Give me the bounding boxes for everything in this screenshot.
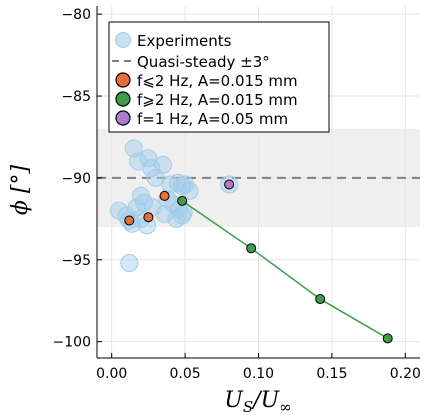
series-1-point <box>143 212 154 223</box>
experiment-point <box>173 206 192 225</box>
x-tick-label: 0.10 <box>243 366 274 382</box>
legend-marker-f-1hz <box>115 110 131 126</box>
legend-marker-experiments <box>115 32 131 48</box>
x-axis-label-sub2: ∞ <box>279 398 292 415</box>
legend-label-f-le-2hz: f⩽2 Hz, A=0.015 mm <box>137 72 298 90</box>
x-tick-label: 0.00 <box>96 366 127 382</box>
data-marks <box>110 139 393 344</box>
series-2-point <box>315 294 326 305</box>
legend-label-f-ge-2hz: f⩾2 Hz, A=0.015 mm <box>137 91 298 109</box>
x-axis-label-slash: /U <box>251 388 280 413</box>
legend-label-experiments: Experiments <box>137 32 232 50</box>
series-2-point <box>246 243 257 254</box>
x-axis-label-sub: S <box>243 398 253 415</box>
legend: Experiments Quasi-steady ±3° f⩽2 Hz, A=0… <box>108 21 330 133</box>
x-axis-label: US/U∞ <box>224 388 291 415</box>
x-tick-label: 0.15 <box>316 366 347 382</box>
series-2-point <box>177 195 188 206</box>
legend-box <box>108 21 330 133</box>
experiment-point <box>139 149 158 168</box>
x-axis-label-main: U <box>224 388 244 413</box>
y-axis-label: ϕ [°] <box>8 165 33 216</box>
legend-label-f-1hz: f=1 Hz, A=0.05 mm <box>137 110 288 128</box>
experiment-point <box>142 159 161 178</box>
experiment-point <box>167 209 186 228</box>
experiment-point <box>127 198 146 217</box>
series-2-point <box>382 333 393 344</box>
tick-labels: 0.00 0.05 0.10 0.15 0.20 −80 −85 −90 −95 −100 <box>53 7 421 382</box>
y-tick-label: −90 <box>61 171 91 187</box>
x-tick-label: 0.20 <box>390 366 421 382</box>
experiment-point <box>120 254 139 273</box>
series-1-point <box>159 190 170 201</box>
experiment-point <box>155 204 174 223</box>
y-tick-label: −95 <box>61 253 91 269</box>
legend-label-quasi-steady: Quasi-steady ±3° <box>137 53 270 71</box>
y-tick-label: −80 <box>61 7 91 23</box>
legend-marker-f-ge-2hz <box>115 91 131 107</box>
x-tick-label: 0.05 <box>170 366 201 382</box>
experiment-point <box>180 182 199 201</box>
y-tick-label: −100 <box>53 335 91 351</box>
series-1-point <box>124 215 135 226</box>
series-3-point <box>224 179 235 190</box>
y-tick-label: −85 <box>61 89 91 105</box>
series-line-f-ge-2hz <box>181 200 389 340</box>
experiment-point <box>154 155 173 174</box>
experiment-point <box>161 175 180 194</box>
legend-marker-f-le-2hz <box>115 72 131 88</box>
